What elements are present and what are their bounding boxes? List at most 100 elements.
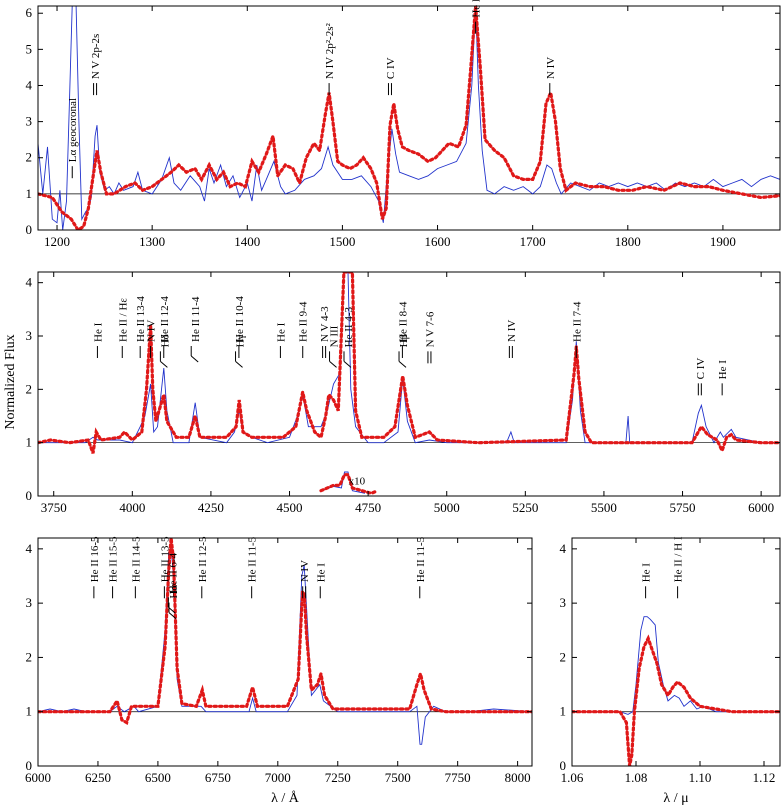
x-tick-label: 6000 — [748, 500, 774, 515]
y-tick-label: 2 — [26, 381, 33, 396]
line-id-label: He II 6-4 — [167, 552, 179, 593]
line-id: He II 16-5 — [89, 536, 101, 599]
y-tick-label: 1 — [26, 186, 33, 201]
line-id: He II 12-4 — [159, 296, 171, 358]
model-spectrum-red-1 — [38, 538, 532, 725]
line-id-label: N III — [329, 325, 341, 347]
x-tick-label: 1600 — [425, 234, 451, 249]
line-id-label: N IV — [545, 57, 557, 79]
line-id: He II 12-5 — [197, 536, 209, 599]
x-tick-label: 6750 — [205, 770, 231, 785]
y-tick-label: 0 — [26, 758, 33, 773]
inset-scale-label: x10 — [349, 475, 366, 487]
line-id: N III — [329, 325, 341, 368]
line-id-label: He II 16-5 — [89, 536, 101, 582]
line-id: He II 15-5 — [108, 536, 120, 599]
x-tick-label: 4000 — [119, 500, 145, 515]
x-tick-label: 1900 — [710, 234, 736, 249]
line-id: Hα — [168, 585, 180, 619]
x-tick-label: 1.06 — [561, 770, 584, 785]
observed-spectrum-uv-0 — [38, 6, 780, 230]
x-tick-label: 3750 — [41, 500, 67, 515]
y-tick-label: 0 — [26, 222, 33, 237]
line-id: N V 2p-2s — [90, 34, 102, 96]
line-id-label: He I — [275, 322, 287, 342]
plot-frame — [37, 271, 781, 497]
x-tick-label: 5500 — [591, 500, 617, 515]
line-id-label: N IV — [299, 560, 311, 582]
y-tick-label: 4 — [26, 275, 33, 290]
line-id: He II 10-4 — [234, 296, 246, 358]
line-id: Hγ — [235, 334, 247, 368]
y-tick-label: 0 — [26, 488, 33, 503]
x-tick-label: 1400 — [234, 234, 260, 249]
line-id: He II / Hε — [117, 298, 129, 358]
line-id-label: He I — [717, 360, 729, 380]
x-tick-label: 1.08 — [625, 770, 648, 785]
y-tick-label: 2 — [560, 649, 567, 664]
x-tick-label: 1700 — [520, 234, 546, 249]
x-tick-label: 1200 — [44, 234, 70, 249]
line-id: He II 11-4 — [190, 296, 202, 363]
y-tick-label: 1 — [560, 704, 567, 719]
line-id: He II 7-4 — [571, 301, 583, 358]
line-id-label: N IV — [146, 320, 158, 342]
line-id: N IV — [299, 560, 311, 599]
y-tick-label: 0 — [560, 758, 567, 773]
line-id: He II 8-4 — [397, 301, 409, 358]
line-id-label: He II 12-4 — [159, 296, 171, 342]
line-id-label: He I — [641, 563, 653, 583]
line-id-label: N V 4-3 — [319, 306, 331, 342]
line-id-label: Lα geocoronal — [67, 98, 79, 162]
x-axis-title: λ / Å — [271, 790, 300, 806]
x-tick-label: 5000 — [434, 500, 460, 515]
x-axis-title: λ / μ — [663, 791, 688, 806]
line-id-label: N IV 2p²-2s² — [324, 23, 336, 80]
observed-spectrum-ir-0 — [572, 616, 780, 715]
line-id-label: He II 7-4 — [571, 301, 583, 342]
line-id: He I — [717, 360, 729, 396]
x-tick-label: 1300 — [139, 234, 165, 249]
line-id-label: He II 14-5 — [130, 536, 142, 582]
y-axis-title: Normalized Flux — [3, 334, 18, 429]
line-id: N V 4-3 — [319, 306, 331, 358]
line-id: Lα geocoronal — [67, 98, 79, 179]
x-tick-label: 7750 — [445, 770, 471, 785]
line-id-label: He II 3-2 — [471, 0, 483, 18]
line-id-label: N V 2p-2s — [90, 34, 102, 79]
x-tick-label: 6000 — [25, 770, 51, 785]
y-tick-label: 5 — [26, 41, 33, 56]
line-id: He II 13-5 — [159, 536, 171, 599]
line-id-label: He II 13-5 — [159, 536, 171, 582]
y-tick-label: 1 — [26, 435, 33, 450]
y-tick-label: 3 — [560, 595, 567, 610]
y-tick-label: 4 — [26, 541, 33, 556]
y-tick-label: 3 — [26, 328, 33, 343]
x-tick-label: 1.12 — [753, 770, 776, 785]
line-id-label: He II 4-3 — [343, 307, 355, 348]
y-tick-label: 3 — [26, 595, 33, 610]
line-id-label: He II 8-4 — [397, 301, 409, 342]
line-id: He II 4-3 — [343, 307, 355, 368]
line-id-label: He II 10-4 — [234, 296, 246, 342]
line-id: He II 9-4 — [298, 301, 310, 358]
x-tick-label: 7000 — [265, 770, 291, 785]
line-id-label: N V 7-6 — [424, 311, 436, 347]
panel-red: 6000 6250 6500 6750 7000 7250 7500 7750 8000 0 1 2 3… — [25, 536, 533, 806]
line-id: He II 11-5 — [247, 536, 259, 599]
panel-ir: 1.06 1.08 1.10 1.12 0 1 2 3 4 He I He II / H I λ / … — [560, 536, 781, 806]
plot-frame — [37, 5, 781, 231]
line-id: He I — [275, 322, 287, 358]
line-id-label: Hδ — [159, 334, 171, 347]
line-id-label: Hα — [168, 585, 180, 599]
y-tick-label: 3 — [26, 114, 33, 129]
line-id-label: He II / Hε — [117, 298, 129, 342]
y-tick-label: 1 — [26, 704, 33, 719]
x-tick-label: 4750 — [355, 500, 381, 515]
x-tick-label: 7500 — [385, 770, 411, 785]
y-tick-label: 2 — [26, 649, 33, 664]
line-id: He II 11-5 — [415, 536, 427, 599]
x-tick-label: 7250 — [325, 770, 351, 785]
line-id: N IV — [146, 320, 158, 358]
panel-optical: 3750 4000 4250 4500 4750 5000 5250 5500 5750 6000… — [26, 271, 781, 515]
